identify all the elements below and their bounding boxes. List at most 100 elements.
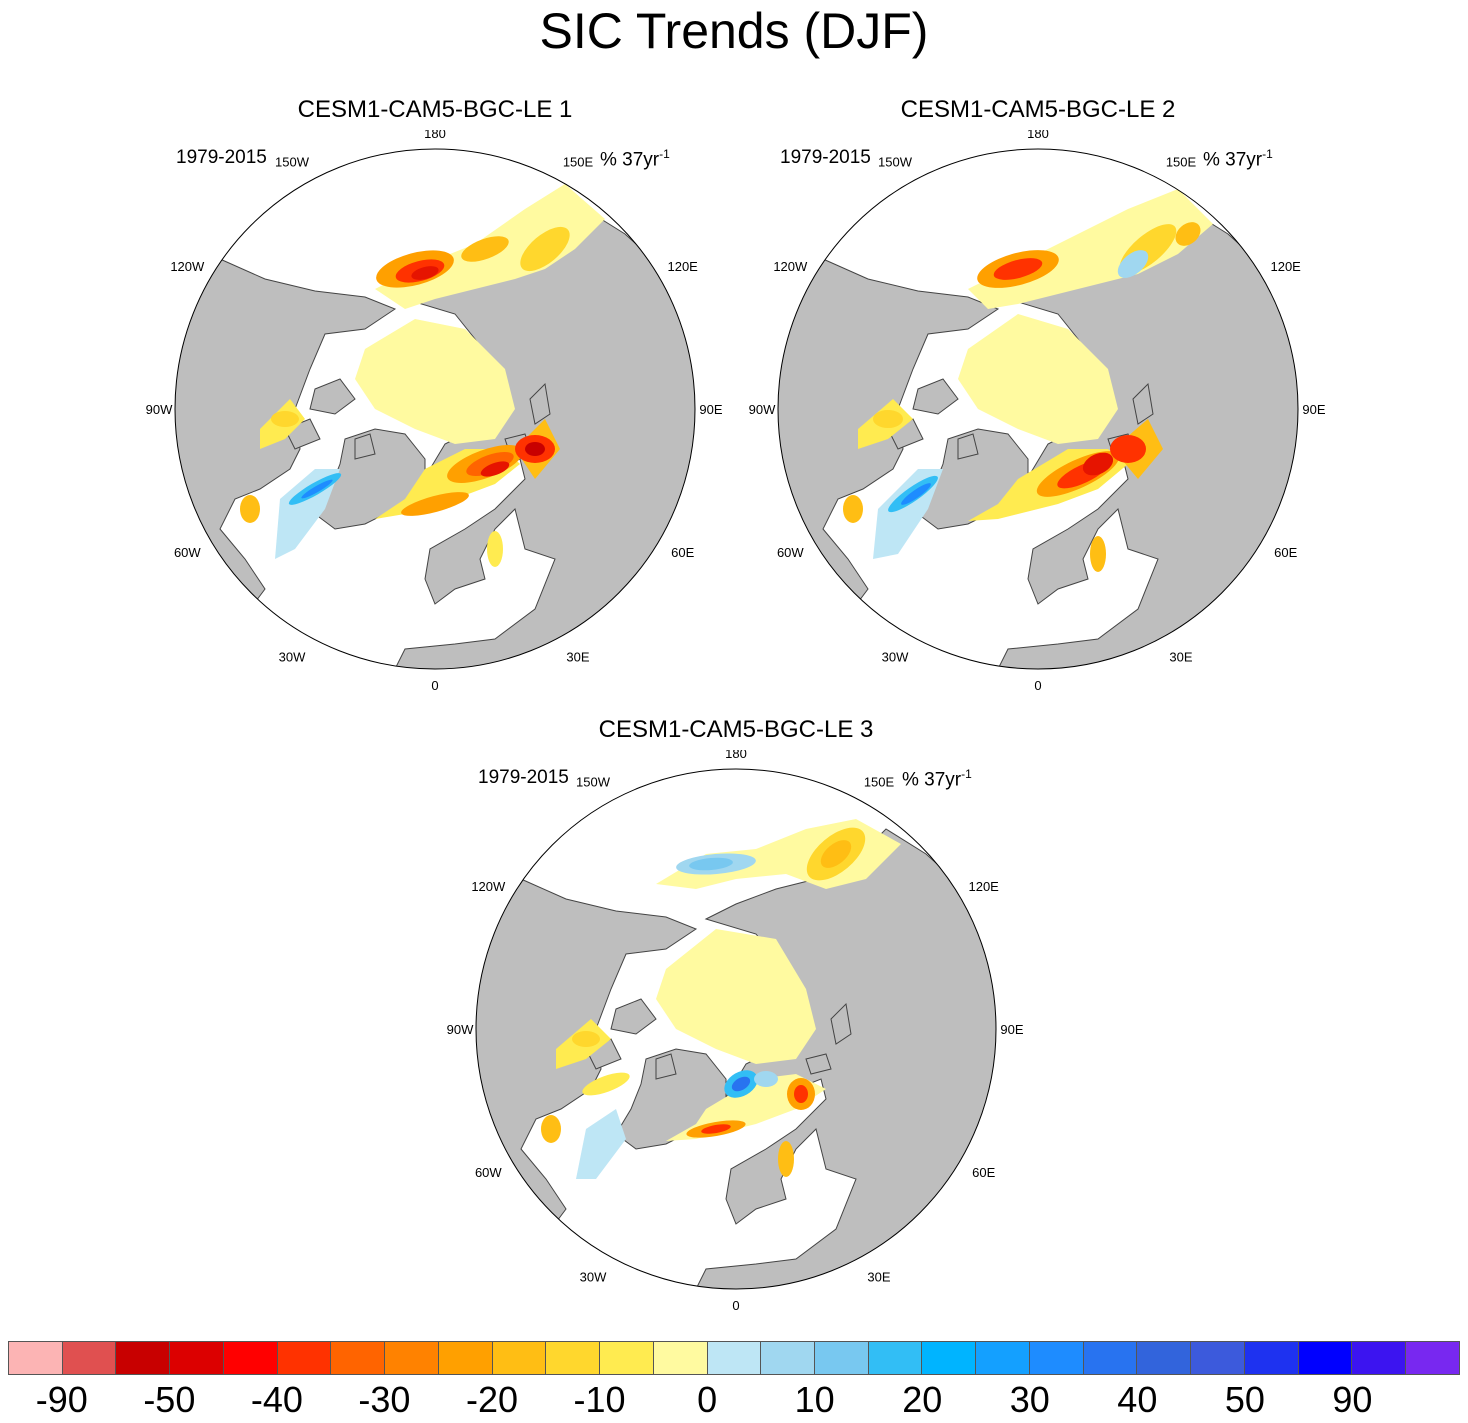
longitude-label: 0 (1034, 678, 1041, 690)
panel-3-title: CESM1-CAM5-BGC-LE 3 (598, 716, 874, 743)
longitude-label: 60W (475, 1165, 502, 1180)
colorbar-swatch (653, 1342, 708, 1374)
longitude-label: 150E (1166, 154, 1197, 169)
ice-trend-area (901, 483, 931, 505)
arctic-island (529, 382, 551, 425)
arctic-island (655, 1053, 677, 1080)
ice-trend-area (993, 258, 1043, 280)
ice-trend-area (1090, 536, 1106, 572)
map-content (476, 769, 996, 1289)
longitude-label: 30E (566, 650, 589, 665)
colorbar-swatch (170, 1342, 224, 1374)
colorbar-swatch (116, 1342, 171, 1374)
arctic-island (805, 1053, 832, 1075)
colorbar-swatch (1191, 1342, 1245, 1374)
panel-1-period: 1979-2015 (176, 147, 267, 168)
map-content (175, 149, 695, 669)
colorbar-label: 50 (1224, 1379, 1265, 1420)
panel-2-title: CESM1-CAM5-BGC-LE 2 (900, 96, 1176, 123)
longitude-label: 30W (279, 650, 306, 665)
longitude-label: 90W (749, 402, 776, 417)
longitude-label: 150W (878, 154, 913, 169)
colorbar-label: -40 (250, 1379, 303, 1420)
longitude-label: 180 (725, 750, 747, 761)
colorbar-swatch (492, 1342, 547, 1374)
colorbar-swatch (1406, 1342, 1459, 1374)
colorbar-swatch (277, 1342, 332, 1374)
panel-3-polar-map: 180 150E 120E 90E 60E 30E 0 30W 60W 90W 120W 150W (447, 750, 1024, 1310)
panel-1-units: % 37yr-1 (600, 143, 670, 171)
ice-trend-area (701, 1124, 731, 1134)
colorbar-label: 40 (1117, 1379, 1158, 1420)
ice-trend-area (689, 857, 733, 871)
panel-1-polar-map: 180 150E 120E 90E 60E 30E 0 30W 60W 90W 120W 150W (146, 130, 723, 690)
longitude-label: 180 (424, 130, 446, 141)
longitude-label: 30W (882, 650, 909, 665)
longitude-label: 90W (447, 1022, 474, 1037)
panel-3-period: 1979-2015 (478, 767, 569, 788)
colorbar-swatch (1352, 1342, 1407, 1374)
map-boundary (475, 768, 997, 1290)
longitude-label: 30W (580, 1270, 607, 1285)
colorbar-swatch (1298, 1342, 1353, 1374)
map-boundary (777, 148, 1299, 670)
longitude-label: 150E (864, 774, 895, 789)
ice-trend-area (794, 1085, 808, 1103)
longitude-label: 120W (773, 259, 808, 274)
longitude-label: 90E (1302, 402, 1325, 417)
colorbar-label: -90 (35, 1379, 88, 1420)
ice-trend-area (487, 531, 503, 567)
longitude-label: 90E (1000, 1022, 1023, 1037)
longitude-label: 60E (671, 545, 694, 560)
ice-trend-area (1110, 435, 1146, 463)
ice-trend-area (401, 492, 469, 516)
ice-trend-area (520, 226, 570, 272)
longitude-label: 120W (170, 259, 205, 274)
panel-2-units-exp: -1 (1262, 147, 1273, 161)
ice-trend-area (480, 461, 510, 477)
colorbar-label: -30 (358, 1379, 411, 1420)
ice-trend-area (576, 1109, 626, 1179)
longitude-label: 150W (576, 774, 611, 789)
colorbar-label: 90 (1332, 1379, 1373, 1420)
longitude-label: 60E (972, 1165, 995, 1180)
colorbar-swatch (1137, 1342, 1192, 1374)
longitude-label: 90W (146, 402, 173, 417)
longitude-label: 120E (667, 259, 698, 274)
colorbar-swatch (9, 1342, 63, 1374)
ice-trend-area (525, 442, 545, 456)
map-content (778, 149, 1298, 669)
colorbar-swatch (546, 1342, 601, 1374)
ice-trend-area (656, 929, 816, 1064)
colorbar-swatch (1029, 1342, 1084, 1374)
ice-trend-area (411, 266, 439, 280)
colorbar-label: -20 (465, 1379, 519, 1420)
arctic-island (1132, 382, 1154, 425)
map-boundary (174, 148, 696, 670)
colorbar-swatch (815, 1342, 869, 1374)
colorbar-swatch (707, 1342, 762, 1374)
ice-trend-area (271, 411, 299, 427)
ice-trend-area (466, 451, 514, 477)
colorbar-label: -50 (143, 1379, 196, 1420)
colorbar-swatch (761, 1342, 816, 1374)
ice-trend-area (731, 1076, 751, 1092)
ice-trend-area (582, 1072, 630, 1096)
longitude-label: 120E (968, 879, 999, 894)
panel-1-title: CESM1-CAM5-BGC-LE 1 (297, 96, 573, 123)
arctic-island (610, 998, 657, 1035)
longitude-label: 60W (777, 545, 804, 560)
longitude-label: 120W (471, 879, 506, 894)
colorbar-label: 30 (1009, 1379, 1050, 1420)
longitude-label: 150E (563, 154, 594, 169)
ice-trend-area (355, 319, 515, 444)
longitude-label: 180 (1027, 130, 1049, 141)
ice-trend-area (820, 840, 852, 868)
ice-trend-area (778, 1141, 794, 1177)
colorbar-swatch (62, 1342, 117, 1374)
colorbar-swatch (976, 1342, 1030, 1374)
ice-trend-area (461, 236, 509, 262)
panel-3-units: % 37yr-1 (902, 763, 972, 791)
ice-trend-area (301, 479, 333, 499)
colorbar-swatch (600, 1342, 654, 1374)
